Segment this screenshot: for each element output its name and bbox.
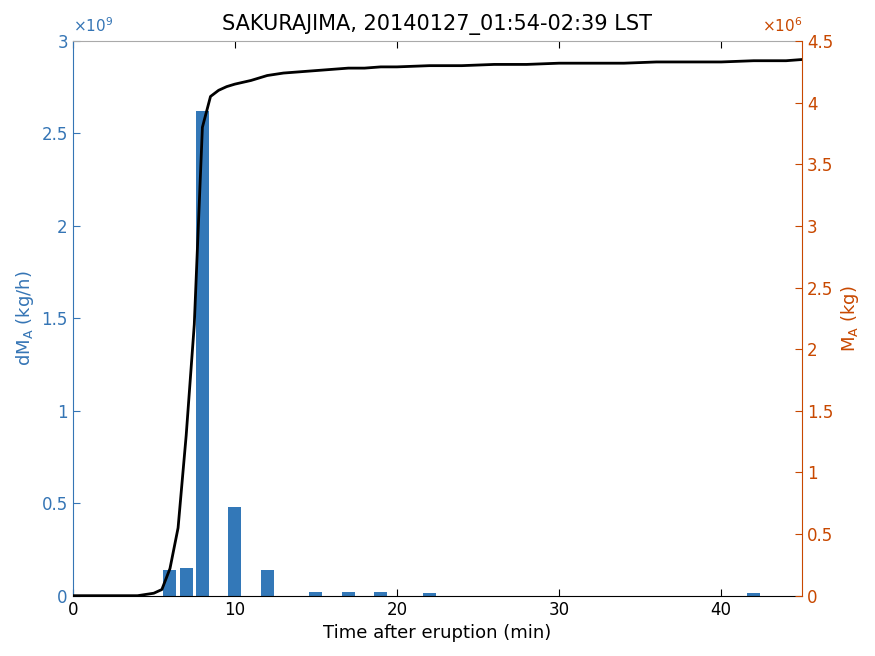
Bar bbox=[196, 112, 209, 596]
Text: $\times10^9$: $\times10^9$ bbox=[73, 17, 113, 35]
Y-axis label: $\mathrm{dM_A}$ (kg/h): $\mathrm{dM_A}$ (kg/h) bbox=[14, 270, 36, 366]
Bar bbox=[164, 570, 177, 596]
Bar bbox=[423, 593, 436, 596]
Text: $\times10^6$: $\times10^6$ bbox=[762, 17, 802, 35]
Bar bbox=[747, 593, 760, 596]
Bar bbox=[374, 592, 388, 596]
Title: SAKURAJIMA, 20140127_01:54-02:39 LST: SAKURAJIMA, 20140127_01:54-02:39 LST bbox=[222, 14, 653, 35]
Bar bbox=[179, 568, 192, 596]
Bar bbox=[342, 592, 354, 596]
Bar bbox=[261, 570, 274, 596]
X-axis label: Time after eruption (min): Time after eruption (min) bbox=[324, 624, 551, 642]
Y-axis label: $\mathrm{M_A}$ (kg): $\mathrm{M_A}$ (kg) bbox=[839, 285, 861, 352]
Bar bbox=[228, 507, 242, 596]
Bar bbox=[310, 592, 322, 596]
